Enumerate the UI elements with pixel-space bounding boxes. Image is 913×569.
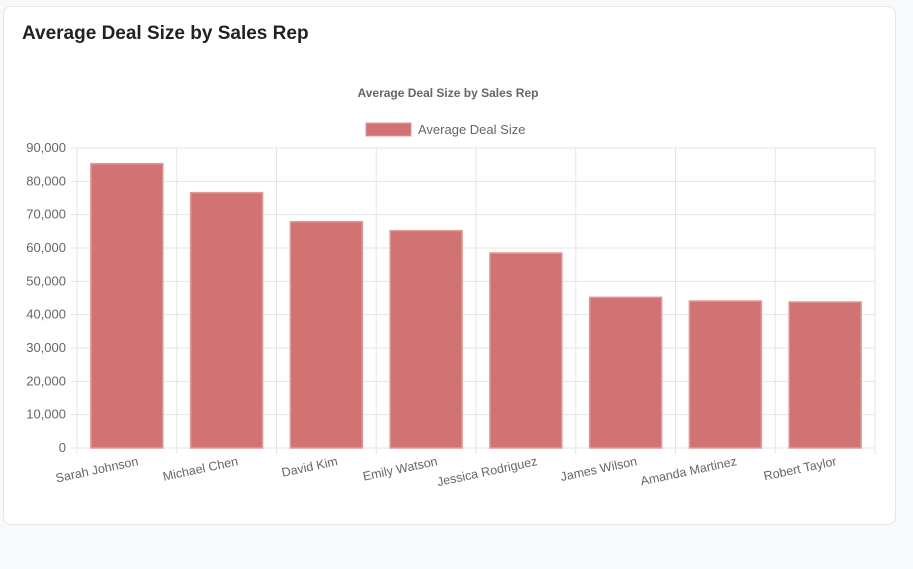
y-tick-label: 30,000 — [26, 340, 66, 355]
bar — [489, 252, 563, 449]
x-tick-label: Jessica Rodriguez — [436, 454, 539, 489]
y-tick-label: 60,000 — [26, 240, 66, 255]
y-tick-label: 0 — [59, 440, 66, 455]
legend-swatch — [365, 122, 412, 137]
bar — [189, 191, 264, 449]
y-tick-label: 20,000 — [26, 373, 66, 388]
x-tick-label: Sarah Johnson — [54, 454, 139, 485]
card-title: Average Deal Size by Sales Rep — [22, 23, 309, 44]
bar — [788, 301, 862, 449]
bar — [588, 296, 663, 449]
legend-label: Average Deal Size — [418, 122, 525, 137]
x-tick-label: James Wilson — [559, 454, 638, 484]
x-tick-label: David Kim — [280, 454, 339, 480]
x-tick-label: Michael Chen — [162, 454, 240, 484]
bar — [90, 162, 164, 449]
y-tick-label: 10,000 — [26, 407, 66, 422]
x-tick-label: Amanda Martinez — [639, 454, 738, 488]
bar — [289, 220, 364, 449]
y-tick-label: 40,000 — [26, 307, 66, 322]
x-tick-label: Emily Watson — [362, 454, 439, 483]
y-tick-label: 80,000 — [26, 173, 66, 188]
y-tick-label: 90,000 — [26, 140, 66, 155]
y-tick-label: 50,000 — [26, 273, 66, 288]
y-tick-label: 70,000 — [26, 207, 66, 222]
bar — [389, 229, 463, 449]
bar — [688, 300, 763, 449]
x-tick-label: Robert Taylor — [762, 454, 837, 483]
chart-title: Average Deal Size by Sales Rep — [358, 86, 539, 100]
